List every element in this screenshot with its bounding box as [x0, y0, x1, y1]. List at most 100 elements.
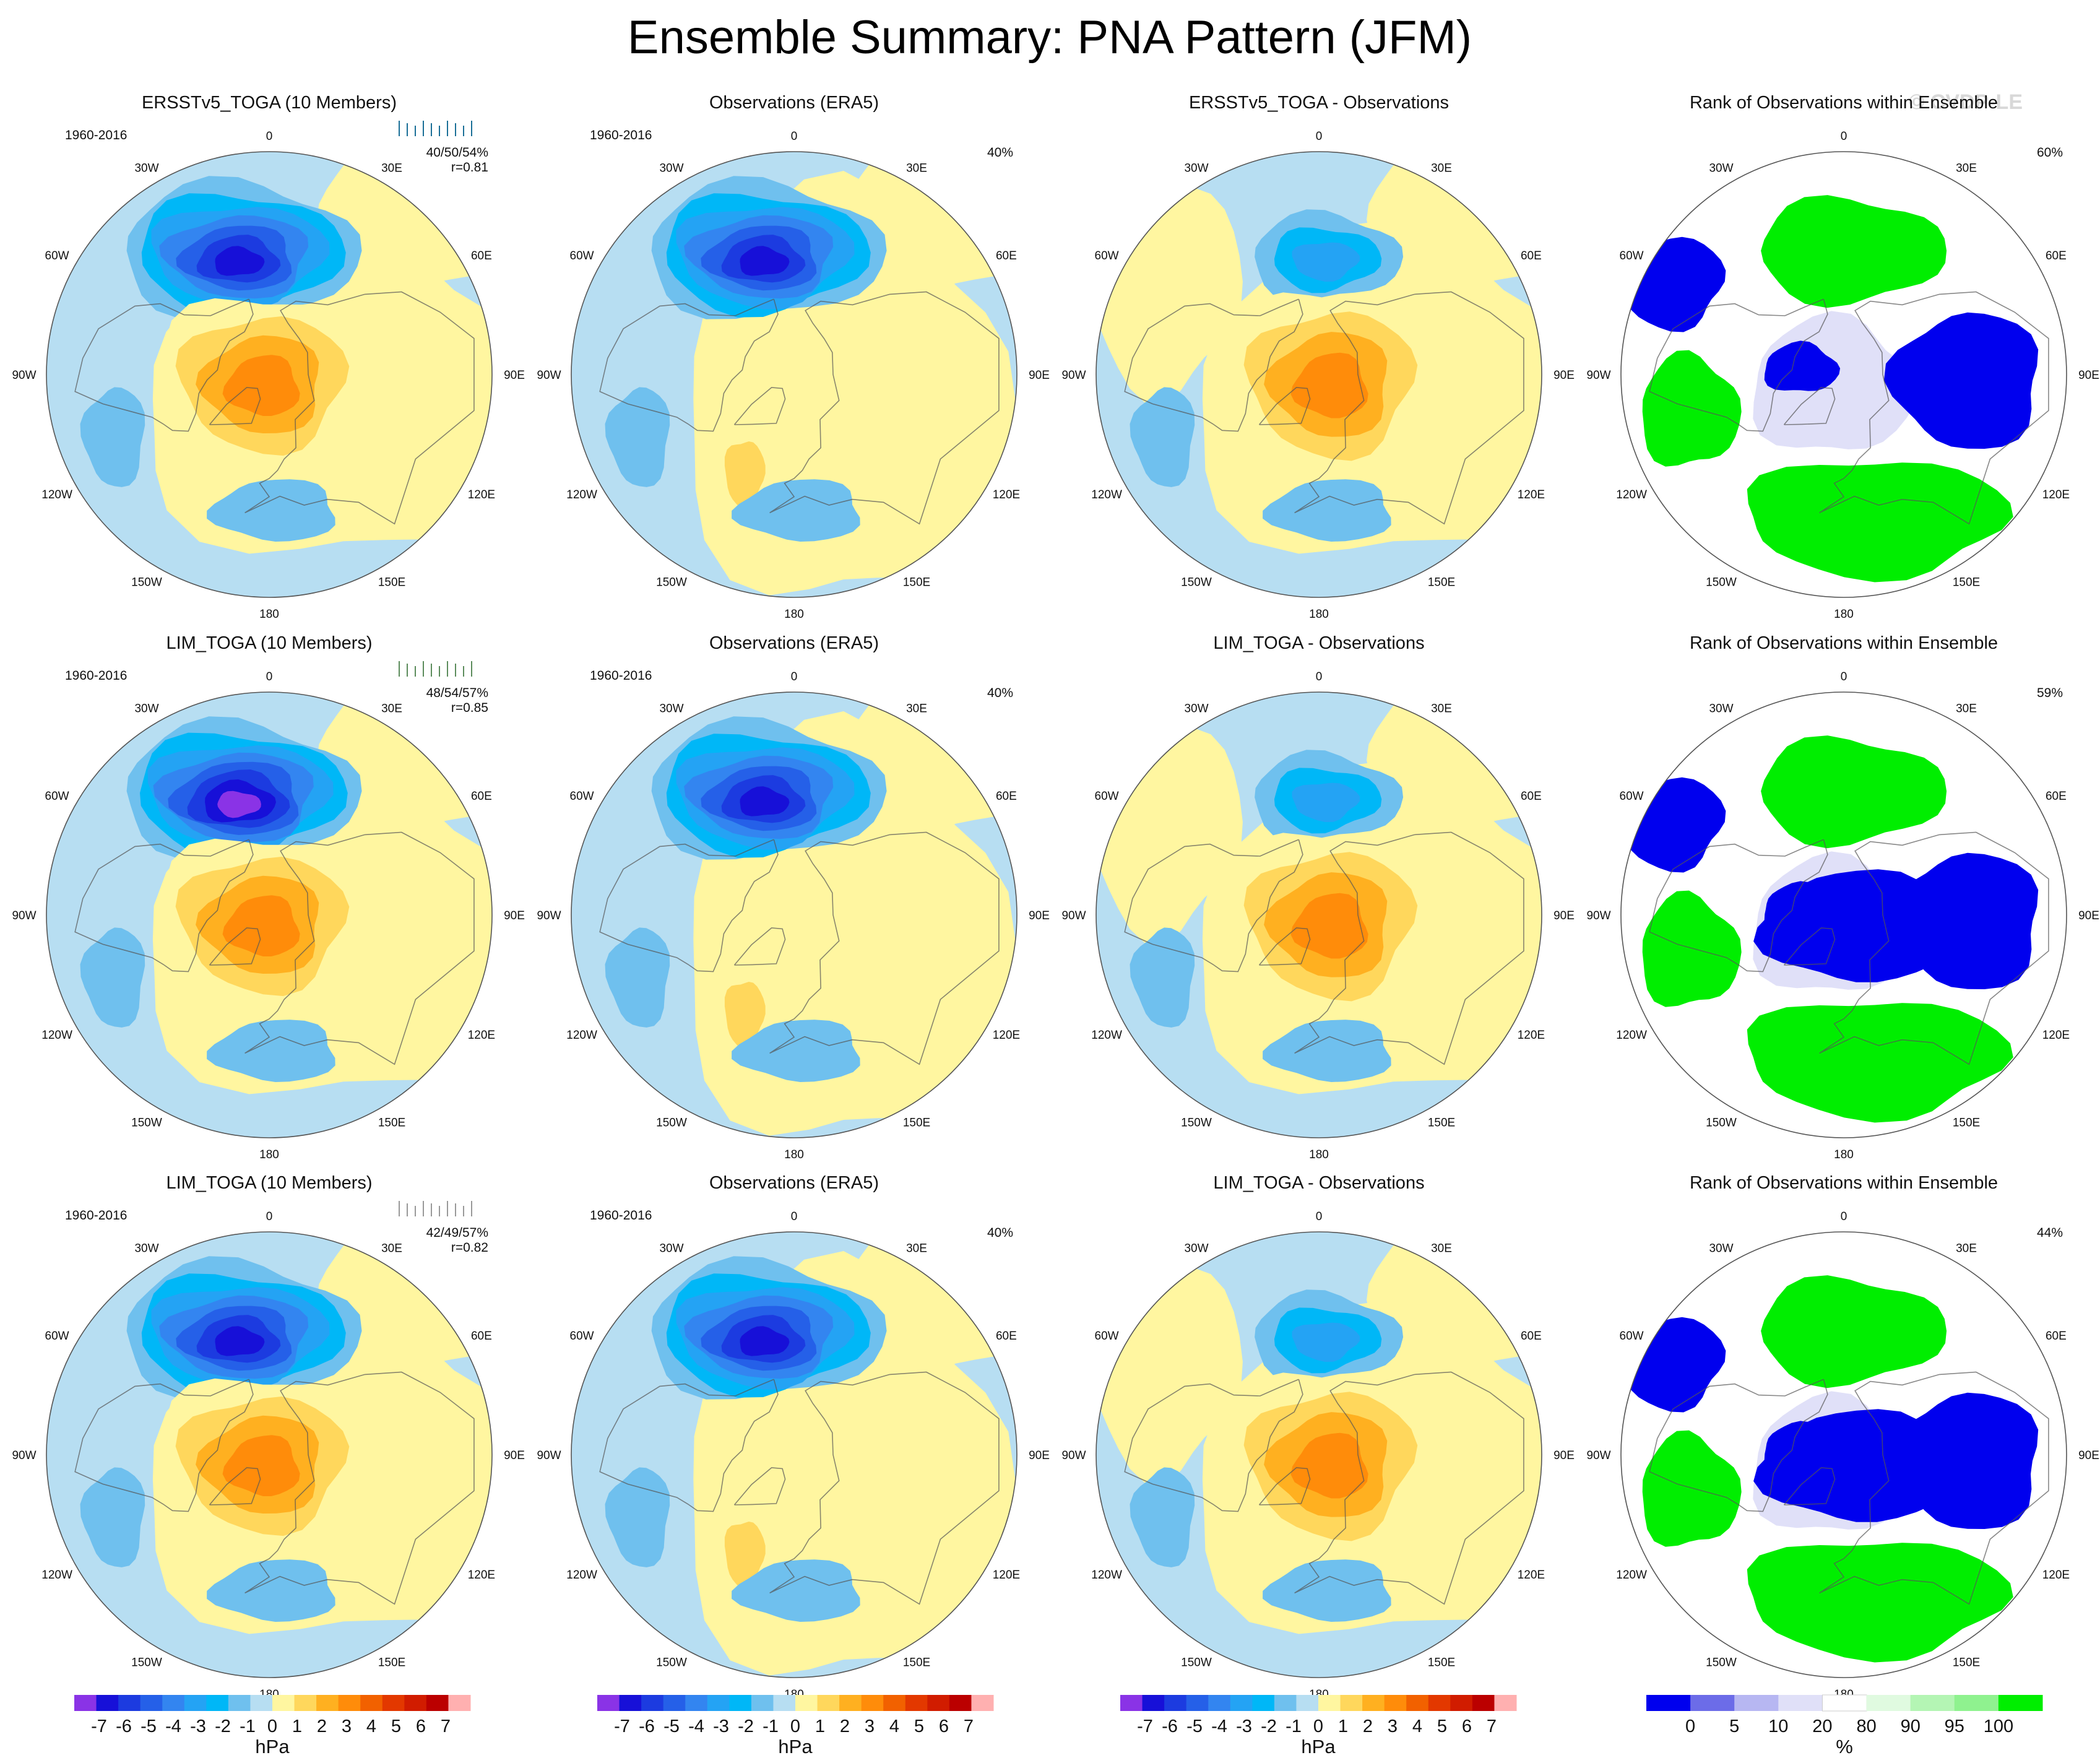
canada-high-level-4	[1290, 893, 1368, 959]
lon-label: 120W	[1091, 488, 1122, 501]
lon-label: 150W	[1181, 576, 1212, 589]
colorbar-swatch	[1821, 1694, 1867, 1712]
colorbar-swatch	[1274, 1695, 1297, 1711]
colorbar-swatch	[448, 1695, 471, 1711]
colorbar-swatch	[184, 1695, 207, 1711]
colorbar-swatch	[817, 1695, 840, 1711]
lon-label: 150W	[656, 576, 687, 589]
colorbar-tick-label: 5	[1729, 1717, 1739, 1736]
correlation-label: r=0.82	[451, 1241, 488, 1255]
stats-label: 59%	[2037, 686, 2063, 700]
colorbar-swatch	[751, 1695, 774, 1711]
lon-label: 90E	[2078, 909, 2099, 922]
figure-title: Ensemble Summary: PNA Pattern (JFM)	[628, 11, 1472, 64]
coastline-greenland	[1258, 387, 1311, 425]
lon-label: 150E	[378, 1656, 405, 1669]
coastline-eurasia	[244, 831, 475, 1065]
colorbar-tick-label: 0	[1685, 1717, 1695, 1736]
coastline-north-america	[599, 298, 779, 432]
lon-label: 180	[1834, 608, 1854, 621]
colorbar-tick-label: 7	[441, 1717, 451, 1736]
colorbar-tick-label: 2	[317, 1717, 327, 1736]
lon-label: 120W	[566, 1029, 597, 1042]
lon-label: 150W	[131, 576, 162, 589]
lon-label: 120W	[1616, 1029, 1647, 1042]
lon-label: 60W	[570, 1330, 594, 1343]
map-panel-12: 180150E120E90E60E30E030W60W90W120W150WRa…	[1586, 1173, 2099, 1701]
lon-label: 30W	[1184, 1242, 1208, 1255]
colorbar-swatch	[338, 1695, 361, 1711]
panel-title: LIM_TOGA (10 Members)	[166, 633, 372, 653]
lon-label: 150W	[1706, 1116, 1737, 1129]
lon-label: 90W	[537, 1449, 561, 1462]
lon-label: 120W	[41, 1029, 72, 1042]
colorbar-1: -7 -6 -5 -4 -3 -2 -1 0 1 2 3 4 5 6 7 hPa	[74, 1695, 471, 1757]
lon-label: 180	[1834, 1148, 1854, 1161]
colorbar-swatch	[1252, 1695, 1275, 1711]
lon-label: 0	[266, 1210, 273, 1223]
lon-label: 120W	[1091, 1569, 1122, 1582]
period-label: 1960-2016	[590, 669, 652, 683]
colorbar-swatch	[1208, 1695, 1231, 1711]
lon-label: 90E	[1553, 1449, 1575, 1462]
lon-label: 60E	[996, 249, 1017, 262]
colorbar-tick-label: -7	[1137, 1717, 1153, 1736]
lon-label: 0	[1841, 670, 1847, 683]
lon-label: 120E	[468, 1029, 495, 1042]
lon-label: 150E	[378, 1116, 405, 1129]
secondary-low-west	[1130, 387, 1195, 487]
panel-title: LIM_TOGA - Observations	[1213, 1173, 1424, 1193]
lon-label: 120W	[566, 488, 597, 501]
colorbar-tick-label: 100	[1984, 1717, 2013, 1736]
colorbar-swatch	[294, 1695, 317, 1711]
colorbar-swatch	[1472, 1695, 1495, 1711]
lon-label: 90W	[537, 369, 561, 382]
period-label: 1960-2016	[590, 1208, 652, 1223]
lon-label: 60E	[2046, 249, 2067, 262]
lon-label: 0	[1316, 130, 1323, 143]
lon-label: 30E	[1956, 162, 1977, 175]
colorbar-units: hPa	[1301, 1736, 1336, 1757]
colorbar-swatch	[404, 1695, 427, 1711]
lon-label: 90W	[1061, 1449, 1086, 1462]
rank-region-high-south	[1747, 462, 2013, 583]
lon-label: 150W	[656, 1116, 687, 1129]
stats-label: 44%	[2037, 1226, 2063, 1240]
colorbar-tick-label: 2	[840, 1717, 850, 1736]
map-panel-2: 180 150E 120E 90E 60E 30E 0 30W 60W 90W 120W 150W Ob…	[537, 93, 1049, 621]
secondary-low-south	[207, 1020, 335, 1082]
map-border	[46, 691, 493, 1138]
colorbar-tick-label: 7	[1487, 1717, 1497, 1736]
secondary-low-west	[605, 1467, 670, 1567]
lon-label: 30E	[381, 1242, 402, 1255]
coastline-north-america	[1124, 839, 1303, 972]
colorbar-tick-label: -2	[1261, 1717, 1277, 1736]
colorbar-swatch	[1494, 1695, 1517, 1711]
map-field	[46, 692, 492, 1138]
map-field	[571, 1232, 1017, 1678]
se-high-small	[724, 982, 766, 1052]
lon-label: 60W	[1095, 1330, 1119, 1343]
coastline-greenland	[1783, 927, 1836, 966]
colorbar-tick-label: 90	[1901, 1717, 1921, 1736]
stats-label: 48/54/57%	[426, 686, 488, 700]
pacific-low-level-7	[740, 786, 790, 817]
pacific-low-level-3	[1292, 1322, 1360, 1362]
colorbar-swatch	[426, 1695, 449, 1711]
colorbar-tick-label: 20	[1812, 1717, 1832, 1736]
lon-label: 60W	[570, 790, 594, 803]
lon-label: 0	[791, 670, 798, 683]
rank-region-high-west	[1642, 890, 1742, 1007]
lon-label: 150E	[903, 1656, 930, 1669]
colorbar-tick-label: -5	[1186, 1717, 1203, 1736]
colorbar-4: 0 5 10 20 80 90 95 100%	[1646, 1694, 2043, 1757]
lon-label: 120W	[1091, 1029, 1122, 1042]
map-field	[46, 1232, 492, 1678]
coastline-greenland	[209, 927, 261, 966]
lon-label: 90E	[1029, 1449, 1050, 1462]
watermark: © CVDP-LE	[1909, 90, 2023, 114]
lon-label: 150E	[1428, 1116, 1455, 1129]
lon-label: 60E	[996, 790, 1017, 803]
lon-label: 90W	[1586, 369, 1610, 382]
